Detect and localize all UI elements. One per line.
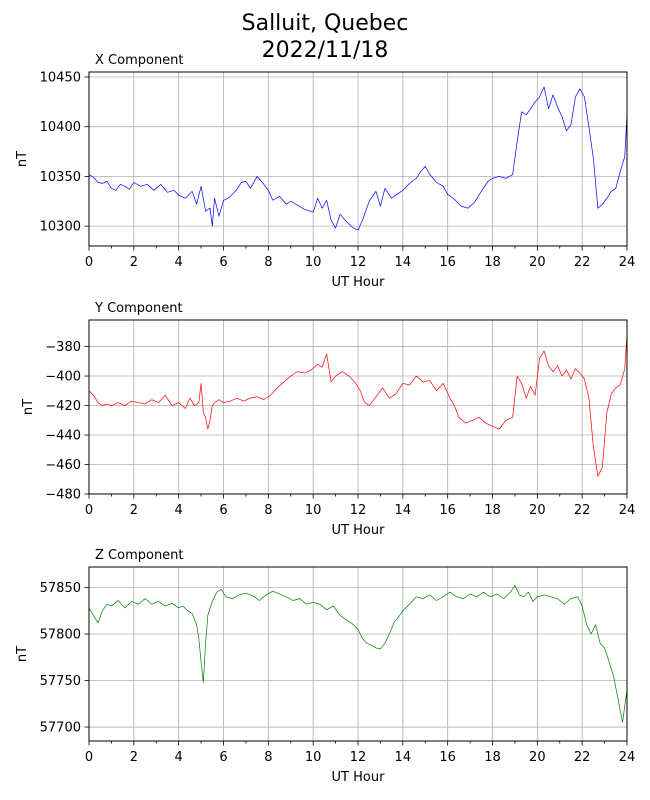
panel-1-x-tick-label: 12 [350, 255, 367, 270]
panel-2-y-tick-label: −420 [45, 399, 81, 414]
panel-1-y-tick-label: 10350 [40, 170, 81, 185]
panel-2-x-tick-label: 14 [395, 503, 412, 518]
panel-3-x-tick-label: 20 [529, 750, 546, 765]
panel-2-x-tick-label: 22 [574, 503, 591, 518]
panel-1-x-tick-label: 6 [219, 255, 227, 270]
panel-1-y-axis-label: nT [15, 151, 30, 167]
panel-1-x-tick-label: 0 [85, 255, 93, 270]
panel-1-x-axis-label: UT Hour [332, 275, 386, 290]
panel-3-y-tick-label: 57750 [40, 674, 81, 689]
panel-3-y-tick-label: 57800 [40, 627, 81, 642]
panel-3-x-tick-label: 14 [395, 750, 412, 765]
panel-1-x-tick-label: 14 [395, 255, 412, 270]
panel-3-y-tick-label: 57850 [40, 581, 81, 596]
panel-2-x-tick-label: 4 [175, 503, 183, 518]
panel-3-series-line [88, 585, 628, 723]
panel-2-x-axis-label: UT Hour [332, 523, 386, 538]
panel-1-x-tick-label: 10 [305, 255, 322, 270]
panel-2-y-tick-label: −380 [45, 340, 81, 355]
panel-3-x-axis-label: UT Hour [332, 770, 386, 785]
panel-1-x-tick-label: 24 [619, 255, 636, 270]
panel-1-series-line [88, 86, 628, 231]
panel-1-x-tick-label: 20 [529, 255, 546, 270]
panel-1: 0 2 4 6 8 10 12 14 16 18 20 22 241030010350104001045… [15, 53, 635, 290]
panel-2-y-axis-label: nT [21, 399, 36, 415]
panel-2-x-tick-label: 8 [264, 503, 272, 518]
panel-1-y-tick-label: 10450 [40, 70, 81, 85]
panel-2: 0 2 4 6 8 10 12 14 16 18 20 22 24−480−460−440−420−40… [21, 301, 635, 538]
panel-1-x-tick-label: 2 [130, 255, 138, 270]
panel-3-y-tick-label: 57700 [40, 721, 81, 736]
panel-1-x-tick-label: 18 [484, 255, 501, 270]
panel-1-x-tick-label: 16 [439, 255, 456, 270]
panel-2-x-tick-label: 16 [439, 503, 456, 518]
panel-3: 0 2 4 6 8 10 12 14 16 18 20 22 245770057750578005785… [15, 548, 635, 785]
panel-1-x-tick-label: 8 [264, 255, 272, 270]
panel-3-x-tick-label: 24 [619, 750, 636, 765]
panel-3-x-tick-label: 2 [130, 750, 138, 765]
panel-3-x-tick-label: 6 [219, 750, 227, 765]
panel-2-y-tick-label: −400 [45, 370, 81, 385]
panel-1-x-tick-label: 4 [175, 255, 183, 270]
panel-2-x-tick-label: 2 [130, 503, 138, 518]
panel-2-series-line [88, 334, 628, 477]
panel-3-x-tick-label: 22 [574, 750, 591, 765]
panel-1-title: X Component [95, 53, 184, 68]
panel-3-title: Z Component [95, 548, 184, 563]
panel-2-x-tick-label: 6 [219, 503, 227, 518]
panel-3-x-tick-label: 4 [175, 750, 183, 765]
panel-2-title: Y Component [94, 301, 183, 316]
figure-title: Salluit, Quebec 2022/11/18 [0, 10, 650, 64]
panel-3-y-axis-label: nT [15, 646, 30, 662]
figure-title-station: Salluit, Quebec [241, 11, 409, 36]
panel-2-x-tick-label: 0 [85, 503, 93, 518]
panel-2-x-tick-label: 12 [350, 503, 367, 518]
panel-2-x-tick-label: 20 [529, 503, 546, 518]
panel-2-y-tick-label: −440 [45, 429, 81, 444]
panel-3-x-tick-label: 16 [439, 750, 456, 765]
panel-2-x-tick-label: 24 [619, 503, 636, 518]
panel-1-y-tick-label: 10300 [40, 220, 81, 235]
panel-2-x-tick-label: 18 [484, 503, 501, 518]
panel-3-x-tick-label: 12 [350, 750, 367, 765]
figure-title-date: 2022/11/18 [261, 38, 389, 63]
panel-1-x-tick-label: 22 [574, 255, 591, 270]
panel-3-x-tick-label: 8 [264, 750, 272, 765]
panel-2-x-tick-label: 10 [305, 503, 322, 518]
panel-3-x-tick-label: 10 [305, 750, 322, 765]
panel-2-y-tick-label: −460 [45, 458, 81, 473]
panel-3-x-tick-label: 0 [85, 750, 93, 765]
panel-3-x-tick-label: 18 [484, 750, 501, 765]
panel-2-y-tick-label: −480 [45, 488, 81, 503]
panel-1-y-tick-label: 10400 [40, 120, 81, 135]
